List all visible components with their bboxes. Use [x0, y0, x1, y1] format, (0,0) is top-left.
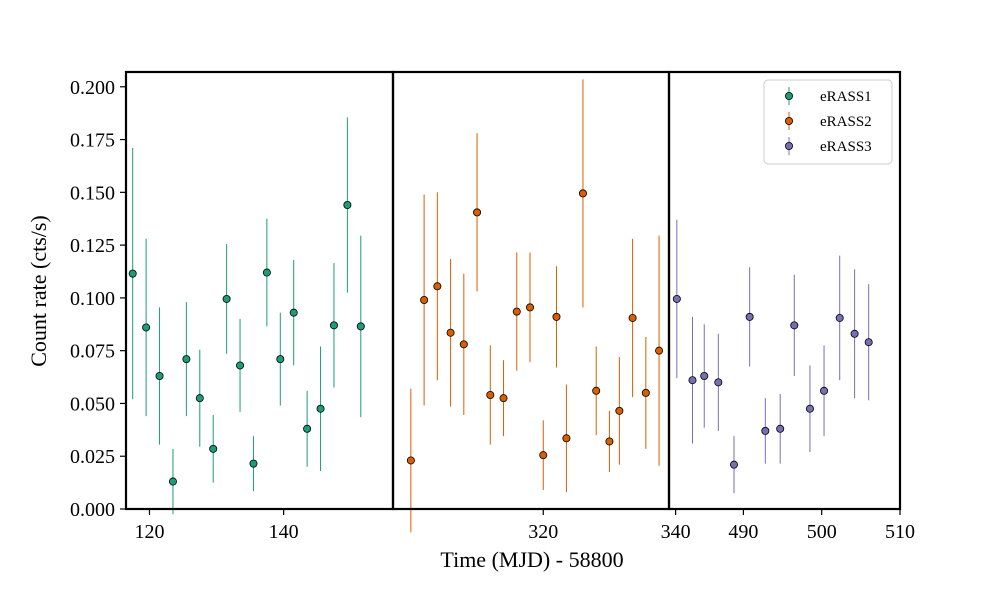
data-point	[700, 371, 709, 380]
data-point	[329, 321, 338, 330]
x-tick-label: 500	[807, 521, 837, 543]
panel-2: 320 340	[391, 70, 691, 543]
y-tick-label: 0.200	[70, 77, 115, 99]
data-point	[562, 434, 571, 443]
data-point	[761, 426, 770, 435]
x-tick-label: 490	[728, 521, 758, 543]
data-point	[714, 378, 723, 387]
data-point	[249, 459, 258, 468]
legend-label-eRASS1: eRASS1	[820, 89, 872, 105]
data-point	[262, 268, 271, 277]
x-tick-label: 340	[661, 521, 691, 543]
data-point	[459, 340, 468, 349]
data-point	[641, 388, 650, 397]
y-tick-label: 0.100	[70, 288, 115, 310]
data-point	[864, 338, 873, 347]
x-axis-label: Time (MJD) - 58800	[440, 547, 623, 572]
data-point	[209, 444, 218, 453]
data-point	[805, 404, 814, 413]
data-point	[615, 406, 624, 415]
data-point	[552, 312, 561, 321]
data-point	[289, 308, 298, 317]
y-tick-label: 0.075	[70, 341, 115, 363]
legend-box	[763, 79, 893, 165]
data-point	[195, 394, 204, 403]
y-axis-label: Count rate (cts/s)	[26, 215, 51, 367]
data-point	[486, 390, 495, 399]
legend-label-eRASS2: eRASS2	[820, 114, 872, 130]
data-point	[605, 437, 614, 446]
data-point	[420, 295, 429, 304]
data-point	[790, 321, 799, 330]
legend-marker	[785, 117, 794, 126]
data-point	[473, 208, 482, 217]
legend-marker	[785, 92, 794, 101]
x-tick-label: 510	[885, 521, 915, 543]
data-point	[672, 294, 681, 303]
series-eRASS1	[128, 117, 365, 515]
data-point	[406, 456, 415, 465]
y-tick-label: 0.125	[70, 235, 115, 257]
data-point	[276, 355, 285, 364]
data-point	[236, 361, 245, 370]
panel-frame	[124, 70, 395, 511]
data-point	[446, 328, 455, 337]
data-point	[168, 477, 177, 486]
data-point	[433, 282, 442, 291]
data-point	[155, 371, 164, 380]
panel-1: 120 140	[124, 70, 395, 543]
panel-frame	[391, 70, 671, 511]
panels-layer: 120 140 320 340 490 500 510	[124, 70, 915, 543]
data-point	[356, 322, 365, 331]
y-tick-label: 0.050	[70, 393, 115, 415]
panel-frame	[667, 70, 902, 511]
data-point	[578, 189, 587, 198]
data-point	[316, 404, 325, 413]
data-point	[512, 307, 521, 316]
data-point	[820, 386, 829, 395]
series-eRASS2	[406, 79, 664, 533]
y-tick-label: 0.175	[70, 130, 115, 152]
data-point	[655, 346, 664, 355]
data-point	[499, 394, 508, 403]
data-point	[729, 460, 738, 469]
data-point	[128, 269, 137, 278]
x-tick-label: 320	[528, 521, 558, 543]
data-point	[303, 424, 312, 433]
x-tick-label: 120	[134, 521, 164, 543]
panel-3: 490 500 510	[667, 70, 915, 543]
legend: eRASS1 eRASS2 eRASS3	[763, 79, 893, 165]
data-point	[592, 386, 601, 395]
data-point	[539, 451, 548, 460]
data-point	[343, 200, 352, 209]
data-point	[628, 313, 637, 322]
data-point	[182, 355, 191, 364]
data-point	[776, 424, 785, 433]
y-tick-label: 0.000	[70, 499, 115, 521]
y-axis: 0.000 0.025 0.050 0.075 0.100 0.125 0.150 0.175…	[70, 77, 126, 521]
legend-marker	[785, 141, 794, 150]
data-point	[745, 312, 754, 321]
x-tick-label: 140	[269, 521, 299, 543]
data-point	[835, 313, 844, 322]
data-point	[526, 303, 535, 312]
y-tick-label: 0.025	[70, 446, 115, 468]
series-eRASS3	[672, 219, 873, 494]
y-tick-label: 0.150	[70, 182, 115, 204]
data-point	[688, 376, 697, 385]
data-point	[222, 294, 231, 303]
legend-label-eRASS3: eRASS3	[820, 139, 872, 155]
data-point	[142, 323, 151, 332]
data-point	[850, 329, 859, 338]
